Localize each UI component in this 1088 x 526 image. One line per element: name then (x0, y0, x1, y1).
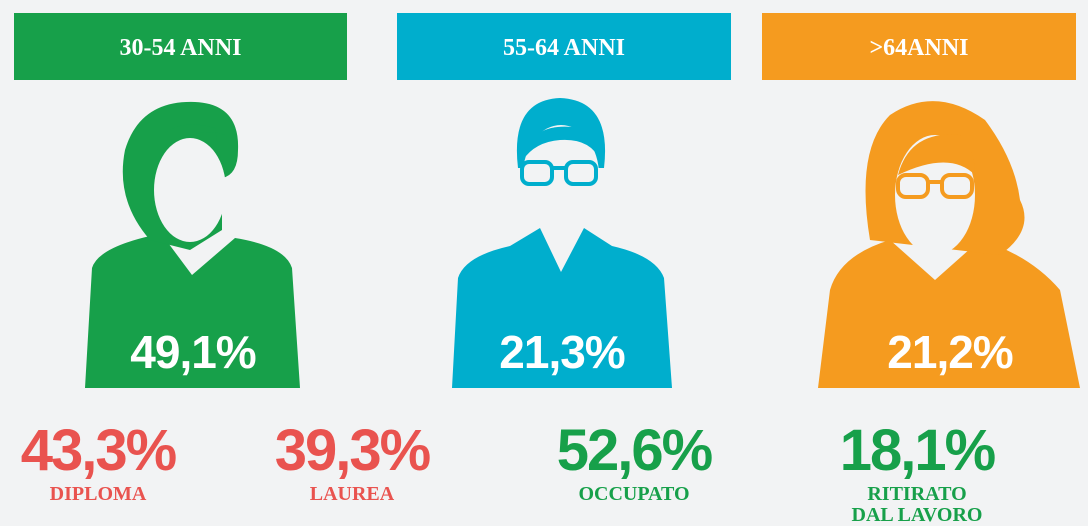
header-label: 30-54 ANNI (119, 35, 241, 61)
stat-label: DAL LAVORO (852, 504, 983, 526)
stat-value: 52,6% (557, 418, 713, 483)
header-label: 55-64 ANNI (503, 35, 625, 61)
stat-value: 39,3% (275, 418, 431, 483)
stat-label: DIPLOMA (50, 483, 147, 505)
share-value: 21,3% (499, 326, 625, 378)
stat-label: OCCUPATO (578, 483, 689, 505)
infographic: 30-54 ANNI 49,1% 43,3%DIPLOMA 39,3%LAUREA 55… (0, 0, 1088, 526)
stat-label: LAUREA (310, 483, 395, 505)
stat-value: 18,1% (840, 418, 996, 483)
stat-value: 43,3% (21, 418, 177, 483)
stat-label: RITIRATO (867, 483, 966, 505)
header-label: >64ANNI (869, 35, 968, 61)
share-value: 49,1% (130, 326, 256, 378)
share-value: 21,2% (887, 326, 1013, 378)
